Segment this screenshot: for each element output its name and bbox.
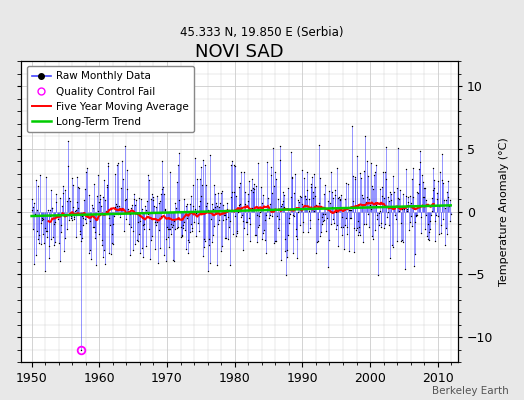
Text: Berkeley Earth: Berkeley Earth [432,386,508,396]
Y-axis label: Temperature Anomaly (°C): Temperature Anomaly (°C) [499,137,509,286]
Text: 45.333 N, 19.850 E (Serbia): 45.333 N, 19.850 E (Serbia) [180,26,344,39]
Legend: Raw Monthly Data, Quality Control Fail, Five Year Moving Average, Long-Term Tren: Raw Monthly Data, Quality Control Fail, … [27,66,194,132]
Title: NOVI SAD: NOVI SAD [195,43,284,61]
